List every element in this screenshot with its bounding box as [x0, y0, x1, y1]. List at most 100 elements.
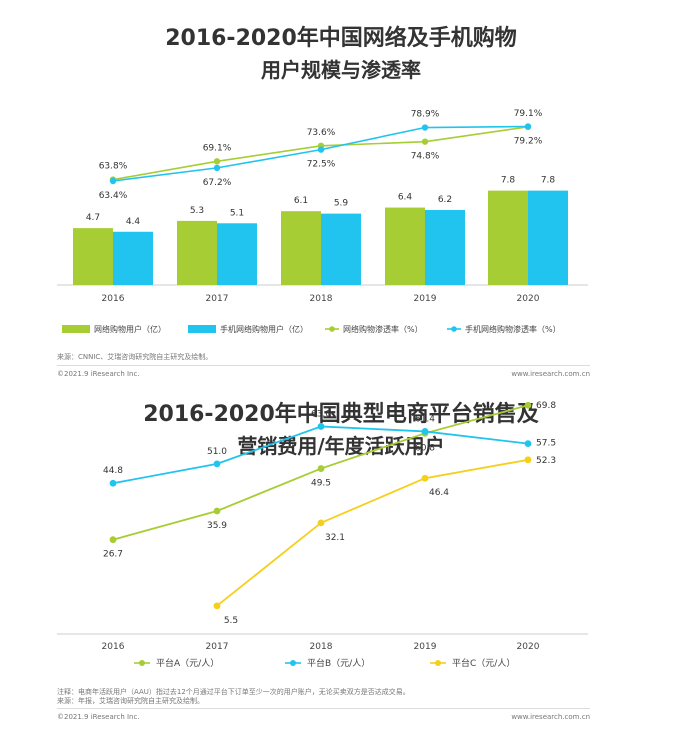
- bar-data-label: 6.4: [398, 193, 413, 203]
- line-data-label: 44.8: [103, 466, 123, 476]
- chart-panel-penetration: 2016-2020年中国网络及手机购物 用户规模与渗透率 4.7 5.3 6.1 6.…: [57, 26, 590, 378]
- line-point: [421, 138, 429, 145]
- x-tick-label: 2017: [206, 642, 229, 652]
- line-data-label: 72.5%: [307, 160, 336, 170]
- chart-title-line1: 2016-2020年中国网络及手机购物: [165, 26, 517, 51]
- legend-swatch: [188, 325, 216, 333]
- bar-data-label: 4.4: [126, 217, 141, 227]
- chart-title-line2: 用户规模与渗透率: [261, 58, 421, 82]
- line-data-label: 63.8%: [99, 162, 128, 172]
- legend-swatch-marker: [290, 660, 296, 666]
- line-data-label: 74.8%: [411, 152, 440, 162]
- chart-source: 来源：CNNIC、艾瑞咨询研究院自主研究及绘制。: [57, 353, 213, 361]
- line-data-label: 79.2%: [514, 136, 543, 146]
- bar-data-label: 4.7: [86, 213, 100, 223]
- line-point: [524, 440, 532, 447]
- x-tick-label: 2018: [310, 294, 333, 304]
- bar-line-chart: 4.7 5.3 6.1 6.4 7.8 4.4 5.1 5.9 6.2 7.8 63.8% 69.1%…: [57, 109, 588, 334]
- legend-label: 手机网络购物用户（亿）: [220, 324, 308, 334]
- line-data-label: 63.4%: [99, 191, 128, 201]
- copyright: ©2021.9 iResearch Inc.: [57, 713, 140, 721]
- legend-label: 平台A（元/人）: [156, 657, 219, 669]
- line-data-label: 57.5: [536, 439, 556, 449]
- line-data-label: 51.0: [207, 447, 227, 457]
- line-point: [524, 123, 532, 130]
- chart-note: 注释：电商年活跃用户（AAU）指过去12个月通过平台下订单至少一次的用户账户，无…: [57, 688, 410, 696]
- legend-label: 网络购物用户（亿）: [94, 324, 166, 334]
- bar-mobile-2016: [113, 231, 153, 285]
- chart-title-line1: 2016-2020年中国典型电商平台销售及: [143, 402, 539, 427]
- line-data-label: 60.8: [415, 443, 435, 453]
- bar-data-label: 7.8: [541, 176, 556, 186]
- line-data-label: 46.4: [429, 488, 449, 498]
- line-data-label: 69.1%: [203, 143, 232, 153]
- line-point: [524, 401, 532, 409]
- legend-swatch-marker: [451, 326, 457, 332]
- bar-online-2017: [177, 220, 217, 285]
- line-point: [317, 519, 325, 527]
- legend-label: 平台C（元/人）: [452, 657, 515, 669]
- line-point: [524, 456, 532, 464]
- line-point: [213, 507, 221, 515]
- line-data-label: 63.0: [311, 409, 331, 419]
- line-data-label: 32.1: [325, 533, 345, 543]
- copyright: ©2021.9 iResearch Inc.: [57, 370, 140, 378]
- x-tick-label: 2018: [310, 642, 333, 652]
- footer-divider: [57, 708, 590, 709]
- line-point: [317, 423, 325, 430]
- line-point: [213, 158, 221, 165]
- line-point: [421, 124, 429, 131]
- bar-online-2018: [281, 211, 321, 285]
- bar-data-label: 6.1: [294, 196, 308, 206]
- x-tick-label: 2020: [517, 642, 540, 652]
- legend-swatch: [62, 325, 90, 333]
- line-data-label: 67.2%: [203, 178, 232, 188]
- line-point: [213, 602, 221, 610]
- series-line-platform-b: [112, 425, 529, 485]
- line-data-label: 5.5: [224, 616, 238, 626]
- line-chart: 26.7 35.9 49.5 60.8 69.8 44.8 51.0 63.0 61.4 57.5…: [57, 401, 588, 669]
- website: www.iresearch.com.cn: [511, 713, 590, 721]
- bar-online-2020: [488, 190, 528, 285]
- bar-data-label: 5.3: [190, 206, 204, 216]
- bar-mobile-2020: [528, 190, 568, 285]
- x-tick-label: 2019: [414, 294, 437, 304]
- line-point: [109, 536, 117, 544]
- legend-label: 网络购物渗透率（%）: [343, 324, 423, 334]
- line-data-label: 69.8: [536, 401, 556, 411]
- x-tick-label: 2017: [206, 294, 229, 304]
- line-data-label: 61.4: [415, 414, 435, 424]
- chart-panel-platform: 2016-2020年中国典型电商平台销售及 营销费用/年度活跃用户 26.7 35…: [0, 390, 682, 745]
- line-point: [213, 460, 221, 468]
- legend-swatch-marker: [435, 660, 441, 666]
- x-tick-label: 2016: [102, 294, 125, 304]
- line-point: [109, 479, 117, 487]
- line-data-label: 73.6%: [307, 128, 336, 138]
- x-tick-label: 2019: [414, 642, 437, 652]
- bar-data-label: 5.1: [230, 208, 244, 218]
- line-data-label: 49.5: [311, 479, 331, 489]
- bar-mobile-2018: [321, 213, 361, 285]
- line-data-label: 78.9%: [411, 110, 440, 120]
- series-line-platform-c: [216, 458, 529, 607]
- x-tick-label: 2016: [102, 642, 125, 652]
- legend-label: 手机网络购物渗透率（%）: [465, 324, 561, 334]
- footer-divider: [57, 365, 590, 366]
- bar-data-label: 7.8: [501, 176, 516, 186]
- line-point: [317, 146, 325, 153]
- x-tick-label: 2020: [517, 294, 540, 304]
- legend-label: 平台B（元/人）: [307, 657, 370, 669]
- bar-data-label: 6.2: [438, 195, 452, 205]
- bar-online-2019: [385, 207, 425, 285]
- bar-mobile-2019: [425, 209, 465, 285]
- legend-swatch-marker: [329, 326, 335, 332]
- line-point: [109, 177, 117, 185]
- line-point: [421, 428, 429, 435]
- legend-swatch-marker: [139, 660, 145, 666]
- line-data-label: 79.1%: [514, 109, 543, 119]
- website: www.iresearch.com.cn: [511, 370, 590, 378]
- line-data-label: 26.7: [103, 550, 123, 560]
- line-data-label: 35.9: [207, 521, 227, 531]
- bar-mobile-2017: [217, 223, 257, 285]
- line-point: [421, 474, 429, 482]
